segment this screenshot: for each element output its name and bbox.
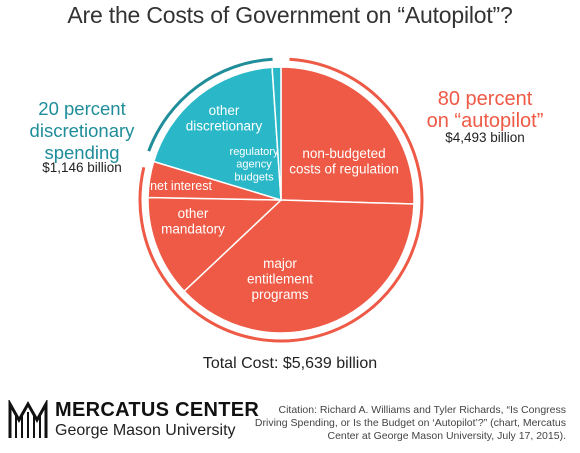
pie-slices: [147, 66, 415, 334]
slice-label-regulatory-agency-budgets: regulatory agency budgets: [230, 146, 279, 183]
mercatus-logo-icon: [8, 400, 48, 440]
group-arc-autopilot: [138, 57, 424, 343]
slice-label-non-budgeted-costs-of-regulation: non-budgeted costs of regulation: [289, 146, 399, 177]
logo-name: MERCATUS CENTER: [55, 399, 260, 421]
slice-label-net-interest: net interest: [150, 179, 212, 193]
citation-text: Citation: Richard A. Williams and Tyler …: [254, 404, 566, 442]
slice-label-other-mandatory: other mandatory: [161, 206, 225, 237]
slice-other-discretionary: [152, 66, 282, 202]
autopilot-amount: $4,493 billion: [445, 130, 525, 145]
slice-other-mandatory: [147, 196, 283, 293]
discretionary-percent-label: 20 percent discretionary spending: [29, 98, 135, 163]
slice-label-other-discretionary: other discretionary: [186, 103, 263, 134]
slice-major-entitlement-programs: [183, 199, 415, 334]
total-cost-label: Total Cost: $5,639 billion: [202, 355, 378, 372]
slice-regulatory-agency-budgets: [271, 66, 282, 201]
slice-label-major-entitlement-programs: major entitlement programs: [247, 256, 313, 302]
autopilot-percent-label: 80 percent on “autopilot”: [426, 88, 544, 132]
slice-non-budgeted-costs-of-regulation: [280, 66, 415, 205]
group-arcs: [138, 57, 424, 343]
chart-title: Are the Costs of Government on “Autopilo…: [67, 2, 513, 28]
group-arc-discretionary: [147, 57, 273, 152]
mercatus-logo-text: MERCATUS CENTER George Mason University: [55, 399, 259, 441]
discretionary-amount: $1,146 billion: [42, 160, 122, 175]
logo-subtitle: George Mason University: [55, 422, 236, 439]
slice-labels: non-budgeted costs of regulation major enti…: [150, 103, 399, 302]
